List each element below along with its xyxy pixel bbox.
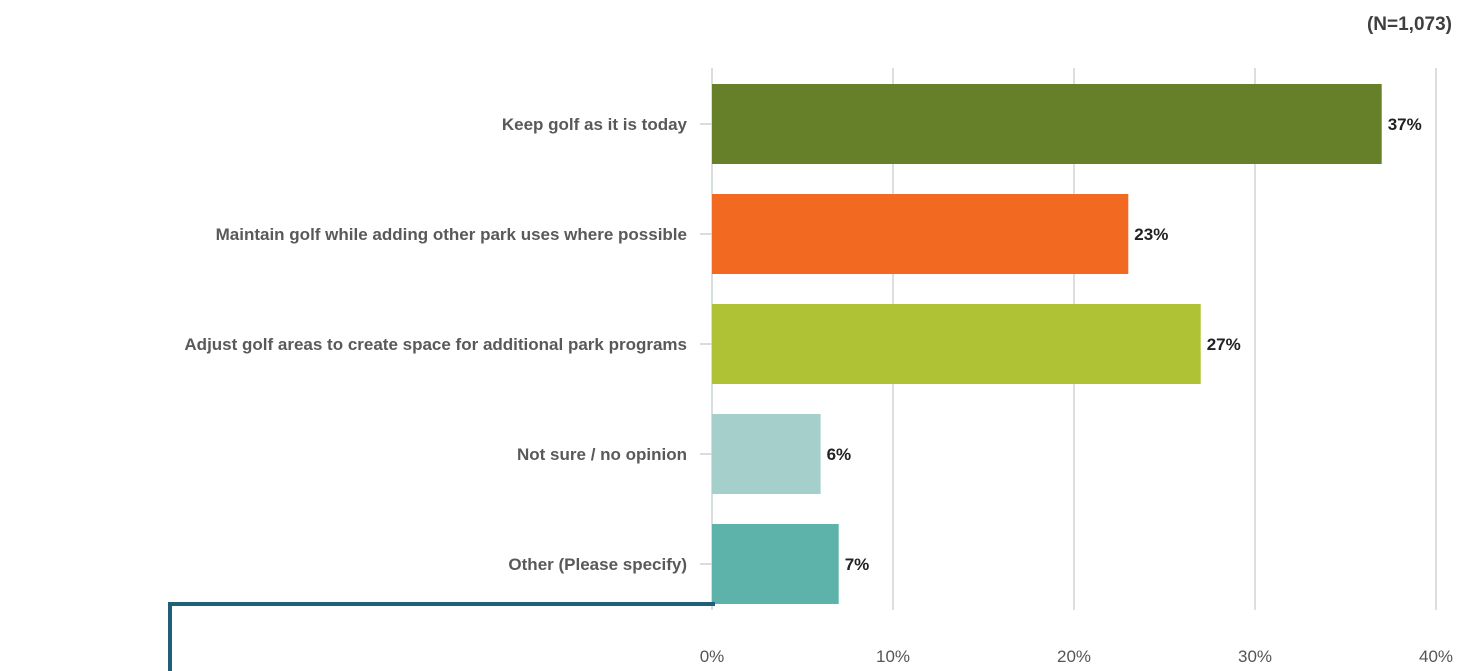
bar (712, 414, 821, 494)
bar (712, 84, 1382, 164)
x-tick-label: 30% (1238, 647, 1272, 666)
data-label: 23% (1134, 225, 1168, 244)
x-tick-label: 0% (700, 647, 725, 666)
data-label: 37% (1388, 115, 1422, 134)
category-label: Other (Please specify) (508, 555, 687, 574)
data-label: 6% (827, 445, 852, 464)
data-label: 7% (845, 555, 870, 574)
category-label: Not sure / no opinion (517, 445, 687, 464)
data-label: 27% (1207, 335, 1241, 354)
category-label: Adjust golf areas to create space for ad… (184, 335, 687, 354)
bar (712, 304, 1201, 384)
x-tick-label: 20% (1057, 647, 1091, 666)
x-tick-label: 10% (876, 647, 910, 666)
category-label: Maintain golf while adding other park us… (216, 225, 687, 244)
sample-size-note: (N=1,073) (1366, 14, 1452, 35)
bar (712, 524, 839, 604)
annotation-connector-line (168, 602, 715, 671)
x-tick-label: 40% (1419, 647, 1453, 666)
category-label: Keep golf as it is today (502, 115, 688, 134)
bar (712, 194, 1129, 274)
